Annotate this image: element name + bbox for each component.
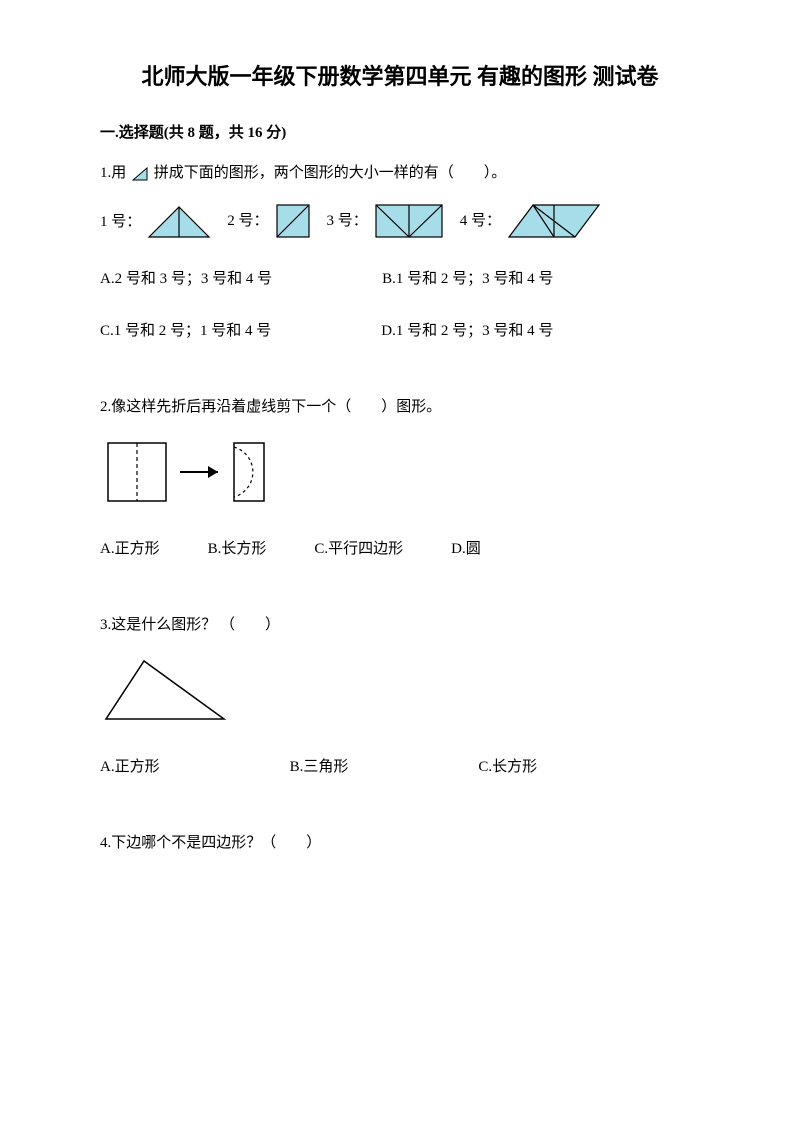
q3-options: A.正方形 B.三角形 C.长方形 xyxy=(100,755,700,779)
q1-options-row-1: A.2 号和 3 号；3 号和 4 号 B.1 号和 2 号；3 号和 4 号 xyxy=(100,267,700,291)
question-3: 3.这是什么图形？ （ ） A.正方形 B.三角形 C.长方形 xyxy=(100,613,700,779)
question-2: 2.像这样先折后再沿着虚线剪下一个（ ）图形。 A.正方形 B.长方形 C.平行… xyxy=(100,395,700,561)
shape-2-svg xyxy=(275,203,311,239)
q3-opt-a: A.正方形 xyxy=(100,755,160,779)
shape-4-svg xyxy=(507,203,601,239)
q1-opt-c: C.1 号和 2 号；1 号和 4 号 xyxy=(100,319,271,343)
q1-shape-4: 4 号： xyxy=(460,203,601,239)
page-title: 北师大版一年级下册数学第四单元 有趣的图形 测试卷 xyxy=(100,60,700,93)
q3-opt-c: C.长方形 xyxy=(478,755,537,779)
question-1: 1.用 拼成下面的图形，两个图形的大小一样的有（ ）。 1 号： 2 号： 3 … xyxy=(100,161,700,343)
small-triangle-icon xyxy=(132,165,148,189)
q1-shape-1: 1 号： xyxy=(100,205,211,239)
q1-opt-a: A.2 号和 3 号；3 号和 4 号 xyxy=(100,267,272,291)
shape-3-svg xyxy=(374,203,444,239)
q3-opt-b: B.三角形 xyxy=(290,755,349,779)
q2-stem: 2.像这样先折后再沿着虚线剪下一个（ ）图形。 xyxy=(100,395,700,419)
q2-opt-b: B.长方形 xyxy=(208,537,267,561)
question-4: 4.下边哪个不是四边形？（ ） xyxy=(100,831,700,855)
q2-opt-a: A.正方形 xyxy=(100,537,160,561)
q1-opt-d: D.1 号和 2 号；3 号和 4 号 xyxy=(381,319,553,343)
q1-label-1: 1 号： xyxy=(100,210,141,234)
q1-shape-3: 3 号： xyxy=(327,203,444,239)
q2-options: A.正方形 B.长方形 C.平行四边形 D.圆 xyxy=(100,537,700,561)
q1-stem: 1.用 拼成下面的图形，两个图形的大小一样的有（ ）。 xyxy=(100,161,700,189)
q2-diagram xyxy=(100,437,700,515)
q1-shapes-row: 1 号： 2 号： 3 号： 4 号： xyxy=(100,203,700,239)
q1-stem-a: 1.用 xyxy=(100,165,126,181)
section-header-1: 一.选择题(共 8 题，共 16 分) xyxy=(100,121,700,145)
q2-opt-d: D.圆 xyxy=(451,537,481,561)
q1-shape-2: 2 号： xyxy=(227,203,310,239)
shape-1-svg xyxy=(147,205,211,239)
q3-stem: 3.这是什么图形？ （ ） xyxy=(100,613,700,637)
q1-label-2: 2 号： xyxy=(227,209,268,233)
q1-label-3: 3 号： xyxy=(327,209,368,233)
q4-stem: 4.下边哪个不是四边形？（ ） xyxy=(100,831,700,855)
q1-opt-b: B.1 号和 2 号；3 号和 4 号 xyxy=(382,267,553,291)
q1-options-row-2: C.1 号和 2 号；1 号和 4 号 D.1 号和 2 号；3 号和 4 号 xyxy=(100,319,700,343)
q2-opt-c: C.平行四边形 xyxy=(314,537,403,561)
q1-stem-b: 拼成下面的图形，两个图形的大小一样的有（ ）。 xyxy=(154,165,507,181)
q3-diagram xyxy=(100,655,700,733)
q1-label-4: 4 号： xyxy=(460,209,501,233)
